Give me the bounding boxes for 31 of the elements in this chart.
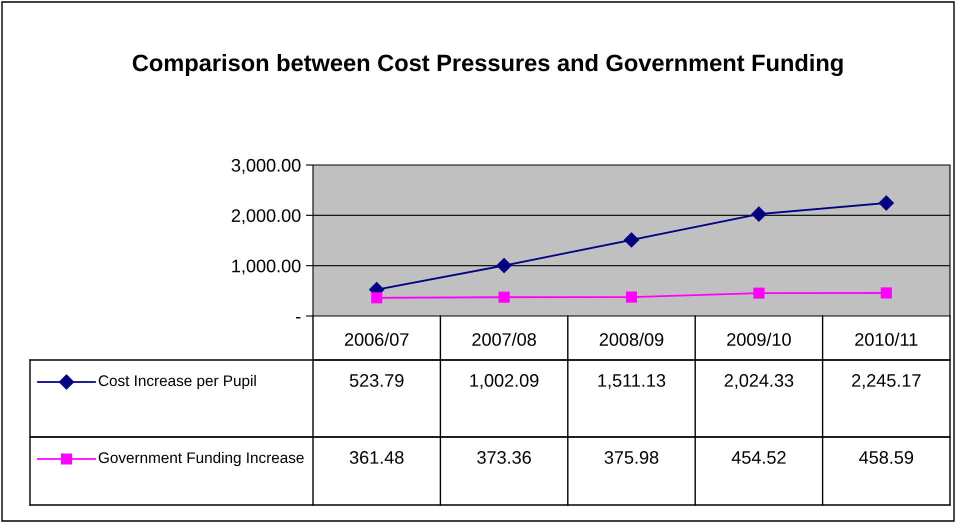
data-label: 454.52	[732, 451, 786, 464]
data-label: 373.36	[477, 451, 531, 464]
point	[878, 195, 894, 211]
data-label: 361.48	[350, 451, 404, 464]
point	[496, 258, 512, 274]
point	[371, 292, 382, 304]
point	[751, 206, 766, 222]
point	[498, 292, 510, 303]
y-tick-label: 3,000.00	[232, 158, 300, 174]
data-label: 1,511.13	[598, 374, 666, 389]
y-tick-label: -	[296, 317, 300, 318]
point	[753, 288, 764, 299]
y-tick-label: 2,000.00	[232, 209, 300, 224]
point	[626, 292, 638, 303]
x-tick-label: 2010/11	[855, 332, 918, 346]
x-tick-label: 2007/08	[472, 332, 536, 346]
point	[880, 287, 892, 298]
point	[624, 232, 640, 248]
x-tick-label: 2008/09	[600, 332, 664, 346]
legend-label: Cost Increase per Pupil	[98, 374, 256, 390]
data-label: 375.98	[604, 451, 658, 464]
legend-label: Government Funding Increase	[98, 452, 304, 466]
x-tick-label: 2006/07	[344, 332, 408, 346]
data-label: 458.59	[859, 451, 914, 464]
x-tick-label: 2009/10	[727, 332, 791, 346]
y-tick-label: 1,000.00	[232, 260, 300, 275]
data-label: 1,002.09	[470, 374, 538, 389]
data-label: 2,024.33	[724, 374, 794, 389]
data-label: 2,245.17	[852, 374, 921, 389]
data-label: 523.79	[350, 374, 404, 387]
chart-title: Comparison between Cost Pressures and Government Funding	[132, 54, 843, 76]
